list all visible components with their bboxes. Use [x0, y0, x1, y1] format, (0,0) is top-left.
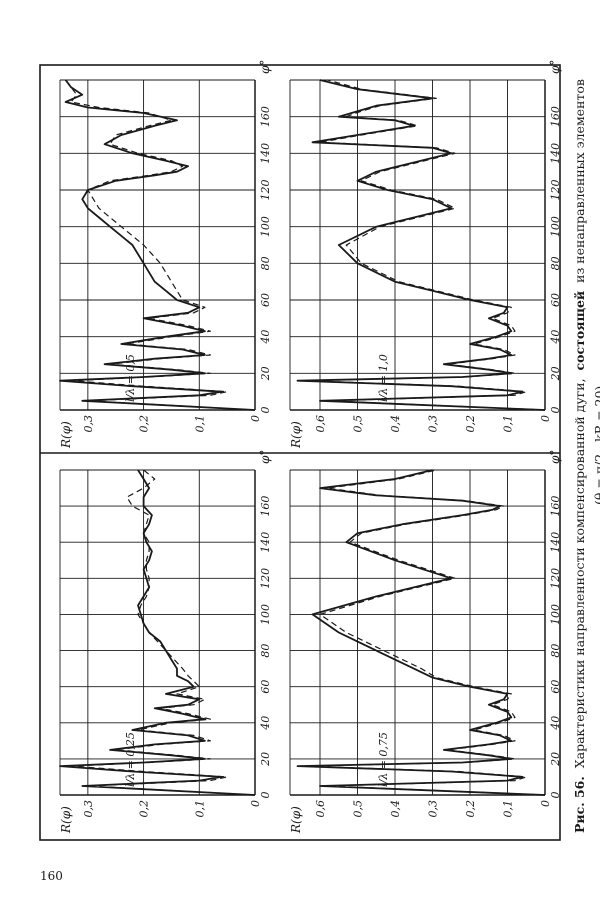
y-tick-label: 0,2: [138, 800, 151, 818]
caption-formula: (θ = π/2 , kR = 20).: [592, 382, 600, 505]
x-tick-label: 40: [259, 716, 272, 731]
x-tick-label: 40: [549, 716, 562, 731]
x-tick-label: 40: [259, 330, 272, 345]
caption-text: Характеристики направленности компенсиро…: [572, 378, 587, 768]
x-tick-label: 60: [549, 680, 562, 694]
x-tick-label: 20: [259, 752, 272, 767]
x-tick-label: 160: [549, 106, 562, 127]
x-tick-label: 120: [549, 180, 562, 201]
x-axis-label: φ°: [258, 450, 272, 464]
y-tick-label: 0,5: [352, 800, 365, 818]
y-tick-label: 0,1: [193, 415, 206, 433]
series-line-dashed: [65, 79, 256, 411]
x-tick-label: 120: [259, 568, 272, 589]
y-tick-label: 0,4: [389, 415, 402, 433]
x-tick-label: 40: [549, 330, 562, 345]
series-line-solid: [59, 469, 256, 796]
series-line-dashed: [304, 469, 546, 796]
x-tick-label: 60: [549, 293, 562, 307]
x-tick-label: 100: [549, 216, 562, 237]
y-tick-label: 0: [249, 415, 262, 422]
x-tick-label: 0: [549, 792, 562, 799]
y-tick-label: 0,1: [502, 800, 515, 818]
chart-top-right: 02040608010012014016000,10,20,3R(φ)φ°l/λ…: [59, 60, 272, 449]
series-line-dashed: [304, 79, 546, 411]
x-tick-label: 60: [259, 680, 272, 694]
x-tick-label: 100: [259, 604, 272, 625]
y-tick-label: 0,3: [427, 800, 440, 818]
x-tick-label: 20: [549, 752, 562, 767]
x-axis-label: φ°: [548, 450, 562, 464]
y-tick-label: 0: [539, 800, 552, 807]
y-tick-label: 0: [539, 415, 552, 422]
y-tick-label: 0,3: [82, 800, 95, 818]
y-tick-label: 0,2: [138, 415, 151, 433]
x-tick-label: 140: [549, 532, 562, 553]
caption-rest: из ненаправленных элементов: [572, 79, 587, 283]
x-tick-label: 100: [259, 216, 272, 237]
x-tick-label: 80: [549, 644, 562, 658]
x-tick-label: 120: [259, 180, 272, 201]
x-tick-label: 100: [549, 604, 562, 625]
chart-bottom-right: 0 20 40 60 80 100 120 140 160 0 0,1 0,2 0,3 0,4 0,5 0,6…: [289, 60, 562, 449]
x-tick-label: 160: [259, 496, 272, 517]
y-tick-label: 0,2: [464, 415, 477, 433]
y-axis-label: R(φ): [289, 806, 303, 834]
y-axis-label: R(φ): [289, 421, 303, 449]
y-axis-label: R(φ): [59, 421, 73, 449]
x-tick-label: 20: [549, 366, 562, 381]
x-tick-label: 80: [259, 644, 272, 658]
y-tick-label: 0: [249, 800, 262, 807]
svg-text:Рис. 56. Характеристик: Рис. 56. Характеристики направленности к…: [572, 79, 587, 833]
caption-prefix: Рис. 56.: [572, 776, 587, 833]
page-number: 160: [40, 869, 63, 883]
series-line-solid: [59, 79, 256, 411]
x-axis-label: φ°: [258, 60, 272, 74]
y-tick-label: 0,5: [352, 415, 365, 433]
x-tick-label: 160: [549, 496, 562, 517]
x-axis-label: φ°: [548, 60, 562, 74]
y-tick-label: 0,6: [314, 800, 327, 818]
chart-bottom-left: 0 20 40 60 80 100 120 140 160 0 0,1 0,2 0,3 0,4 0,5 0,6…: [289, 450, 562, 834]
y-tick-label: 0,3: [427, 415, 440, 433]
y-tick-label: 0,3: [82, 415, 95, 433]
x-tick-label: 160: [259, 106, 272, 127]
panel-parameter: l/λ = 0,25: [124, 732, 137, 787]
y-tick-label: 0,1: [193, 800, 206, 818]
caption-bold: состоящей: [572, 291, 587, 371]
series-line-dashed: [70, 469, 256, 796]
x-tick-label: 20: [259, 366, 272, 381]
x-tick-label: 80: [549, 256, 562, 270]
x-tick-label: 0: [549, 407, 562, 414]
y-tick-label: 0,6: [314, 415, 327, 433]
y-tick-label: 0,2: [464, 800, 477, 818]
x-tick-label: 140: [549, 143, 562, 164]
x-tick-label: 0: [259, 407, 272, 414]
y-tick-label: 0,4: [389, 800, 402, 818]
y-tick-label: 0,1: [502, 415, 515, 433]
x-tick-label: 60: [259, 293, 272, 307]
x-tick-label: 140: [259, 143, 272, 164]
x-tick-label: 140: [259, 532, 272, 553]
y-axis-label: R(φ): [59, 806, 73, 834]
panel-parameter: l/λ = 0,75: [377, 732, 390, 787]
chart-top-left: 0 20 40 60 80 100 120 140 160 0 0,1 0,2 0,3 R(φ) φ° l/λ…: [59, 450, 272, 834]
x-tick-label: 120: [549, 568, 562, 589]
x-tick-label: 0: [259, 792, 272, 799]
x-tick-label: 80: [259, 256, 272, 270]
